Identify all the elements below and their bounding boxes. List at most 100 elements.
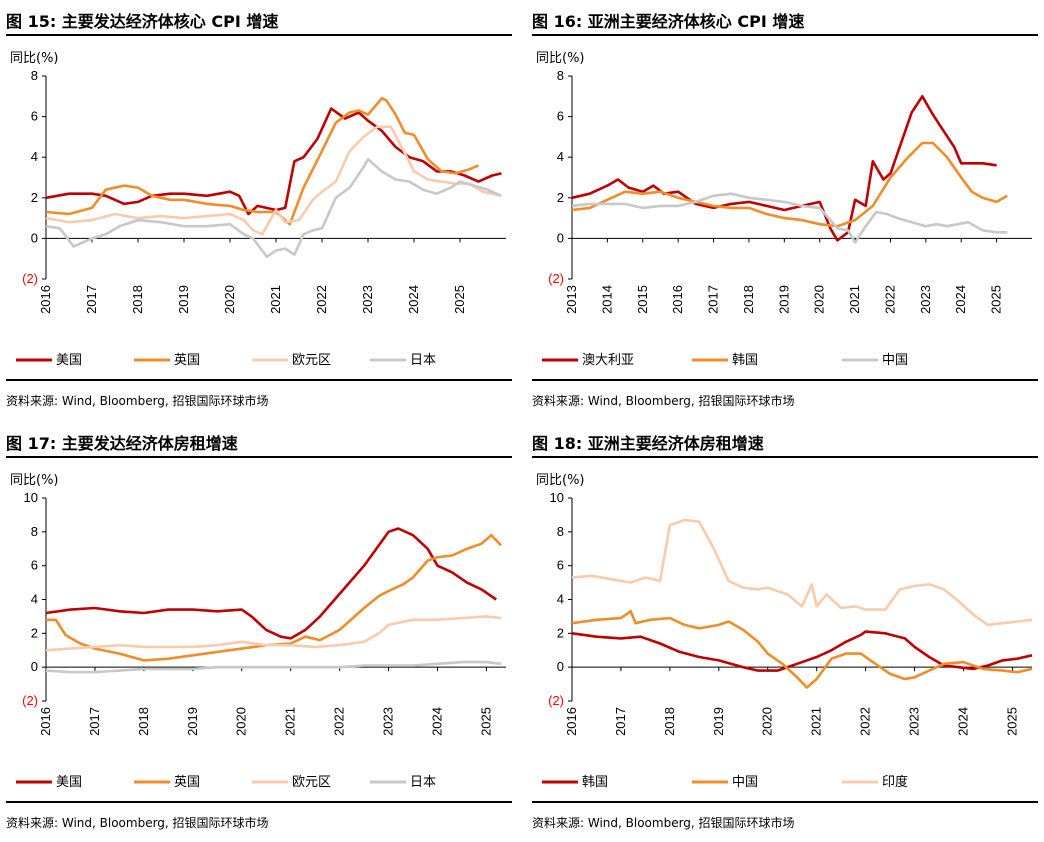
x-tick-label: 2017 [87, 707, 102, 736]
series-line-日本 [45, 157, 502, 258]
series-line-中国 [571, 610, 1033, 689]
legend-label: 印度 [882, 774, 908, 790]
y-tick-label: (2) [22, 271, 38, 286]
x-tick-label: 2020 [812, 285, 827, 314]
y-tick-label: 8 [557, 68, 564, 83]
y-axis-label: 同比(%) [10, 51, 59, 66]
y-tick-label: 0 [31, 659, 38, 674]
source-rule [6, 801, 512, 803]
legend-label: 欧元区 [292, 775, 331, 790]
y-tick-label: 6 [557, 109, 564, 124]
x-tick-label: 2025 [1004, 707, 1019, 736]
title-rule [532, 456, 1038, 458]
y-tick-label: 0 [557, 659, 564, 674]
y-axis-label: 同比(%) [536, 473, 585, 488]
source-note: 资料来源: Wind, Bloomberg, 招银国际环球市场 [532, 394, 795, 408]
x-tick-label: 2025 [989, 285, 1004, 314]
source-note: 资料来源: Wind, Bloomberg, 招银国际环球市场 [6, 394, 269, 408]
legend-label: 韩国 [582, 775, 608, 790]
legend-label: 中国 [732, 775, 758, 790]
x-tick-label: 2024 [429, 707, 444, 736]
x-tick-label: 2016 [38, 285, 53, 314]
series-line-韩国 [571, 141, 1008, 228]
y-tick-label: (2) [22, 693, 38, 708]
y-tick-label: 0 [31, 230, 38, 245]
legend-label: 美国 [56, 353, 82, 368]
panel-fig17: 图 17: 主要发达经济体房租增速 同比(%) 10 8 6 4 2 0 (2) 2016 20… [6, 430, 516, 842]
chart-fig15: 同比(%) 8 6 4 2 0 (2)2016 2017 2018 2019 2020 2021 20… [10, 51, 506, 368]
x-tick-label: 2024 [406, 285, 421, 314]
y-tick-label: 8 [557, 524, 564, 539]
y-tick-label: 2 [557, 190, 564, 205]
legend-label: 澳大利亚 [582, 352, 634, 368]
y-tick-label: (2) [548, 693, 564, 708]
chart-title: 图 16: 亚洲主要经济体核心 CPI 增速 [532, 12, 805, 31]
legend-label: 英国 [174, 775, 200, 790]
x-tick-label: 2017 [613, 707, 628, 736]
series-line-澳大利亚 [571, 95, 997, 242]
x-tick-label: 2022 [882, 285, 897, 314]
panel-fig16: 图 16: 亚洲主要经济体核心 CPI 增速 同比(%) 8 6 4 2 0 (2) 201… [532, 8, 1042, 420]
x-tick-label: 2020 [222, 285, 237, 314]
legend-label: 英国 [174, 353, 200, 368]
y-tick-label: 2 [557, 625, 564, 640]
x-tick-label: 2018 [662, 707, 677, 736]
x-tick-label: 2013 [564, 285, 579, 314]
series-line-美国 [45, 107, 502, 216]
series-line-印度 [571, 518, 1033, 627]
source-rule [532, 379, 1038, 381]
x-tick-label: 2022 [332, 707, 347, 736]
y-tick-label: 2 [31, 190, 38, 205]
x-tick-label: 2023 [918, 285, 933, 314]
series-line-美国 [45, 527, 497, 640]
x-tick-label: 2016 [670, 285, 685, 314]
x-tick-label: 2020 [234, 707, 249, 736]
x-tick-label: 2019 [185, 707, 200, 736]
series-line-中国 [571, 192, 1008, 244]
panel-fig18: 图 18: 亚洲主要经济体房租增速 同比(%) 10 8 6 4 2 0 (2) 2016 20… [532, 430, 1042, 842]
chart-fig17: 同比(%) 10 8 6 4 2 0 (2)2016 2017 2018 2019 2020 2021… [10, 473, 506, 790]
x-tick-label: 2019 [176, 285, 191, 314]
legend-label: 中国 [882, 353, 908, 368]
series-line-欧元区 [45, 125, 502, 236]
y-axis-label: 同比(%) [10, 473, 59, 488]
series-line-韩国 [571, 630, 1033, 672]
x-tick-label: 2024 [953, 285, 968, 314]
x-tick-label: 2017 [706, 285, 721, 314]
x-tick-label: 2021 [283, 707, 298, 736]
x-tick-label: 2022 [314, 285, 329, 314]
x-tick-label: 2017 [84, 285, 99, 314]
x-tick-label: 2014 [599, 285, 614, 314]
chart-title: 图 18: 亚洲主要经济体房租增速 [532, 434, 764, 453]
source-note: 资料来源: Wind, Bloomberg, 招银国际环球市场 [6, 816, 269, 830]
y-tick-label: 6 [31, 558, 38, 573]
y-tick-label: (2) [548, 271, 564, 286]
y-tick-label: 4 [557, 592, 564, 607]
legend-label: 日本 [410, 353, 436, 368]
title-rule [6, 456, 512, 458]
x-tick-label: 2019 [711, 707, 726, 736]
chart-title: 图 15: 主要发达经济体核心 CPI 增速 [6, 12, 279, 31]
y-tick-label: 4 [557, 149, 564, 164]
series-line-日本 [45, 660, 502, 674]
y-tick-label: 6 [557, 558, 564, 573]
chart-fig16: 同比(%) 8 6 4 2 0 (2)2013 2014 2015 2016 2017 2018 20… [536, 51, 1032, 368]
x-tick-label: 2018 [130, 285, 145, 314]
title-rule [532, 34, 1038, 36]
y-tick-label: 6 [31, 109, 38, 124]
title-rule [6, 34, 512, 36]
y-tick-label: 8 [31, 68, 38, 83]
source-note: 资料来源: Wind, Bloomberg, 招银国际环球市场 [532, 816, 795, 830]
x-tick-label: 2015 [635, 285, 650, 314]
y-tick-label: 0 [557, 230, 564, 245]
source-rule [532, 801, 1038, 803]
y-axis-label: 同比(%) [536, 51, 585, 66]
panel-fig15: 图 15: 主要发达经济体核心 CPI 增速 同比(%) 8 6 4 2 0 (2) 201… [6, 8, 516, 420]
x-tick-label: 2023 [381, 707, 396, 736]
y-tick-label: 2 [31, 625, 38, 640]
legend-label: 美国 [56, 775, 82, 790]
x-tick-label: 2021 [809, 707, 824, 736]
x-tick-label: 2025 [452, 285, 467, 314]
legend-label: 日本 [410, 775, 436, 790]
y-tick-label: 4 [31, 149, 38, 164]
